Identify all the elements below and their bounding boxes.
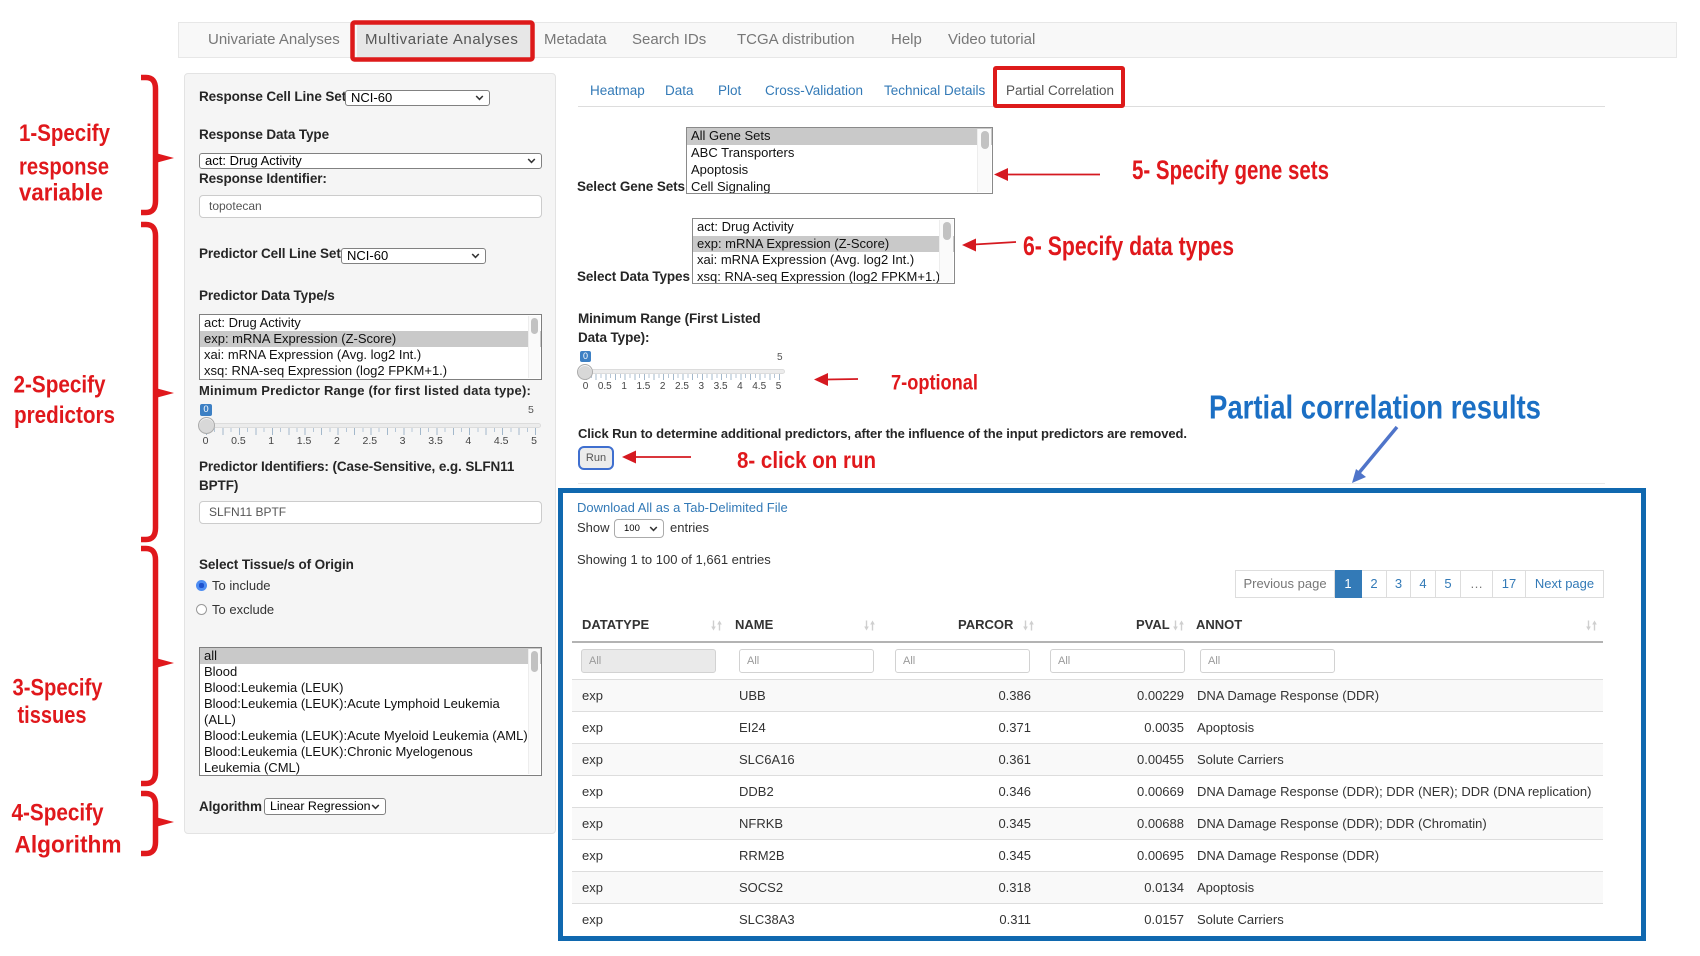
svg-text:6- Specify data types: 6- Specify data types xyxy=(1023,231,1234,261)
svg-text:tissues: tissues xyxy=(18,702,87,729)
svg-text:5- Specify gene sets: 5- Specify gene sets xyxy=(1132,155,1329,185)
svg-text:3-Specify: 3-Specify xyxy=(13,675,104,702)
svg-text:variable: variable xyxy=(19,180,103,207)
svg-text:response: response xyxy=(19,154,109,181)
svg-text:Partial correlation results: Partial correlation results xyxy=(1209,390,1541,427)
svg-text:8- click on run: 8- click on run xyxy=(737,447,876,473)
svg-text:7-optional: 7-optional xyxy=(891,372,978,395)
svg-text:Algorithm: Algorithm xyxy=(15,832,122,859)
svg-text:2-Specify: 2-Specify xyxy=(14,372,107,399)
svg-text:1-Specify: 1-Specify xyxy=(19,120,111,147)
svg-text:predictors: predictors xyxy=(14,402,115,429)
svg-text:4-Specify: 4-Specify xyxy=(12,800,105,827)
